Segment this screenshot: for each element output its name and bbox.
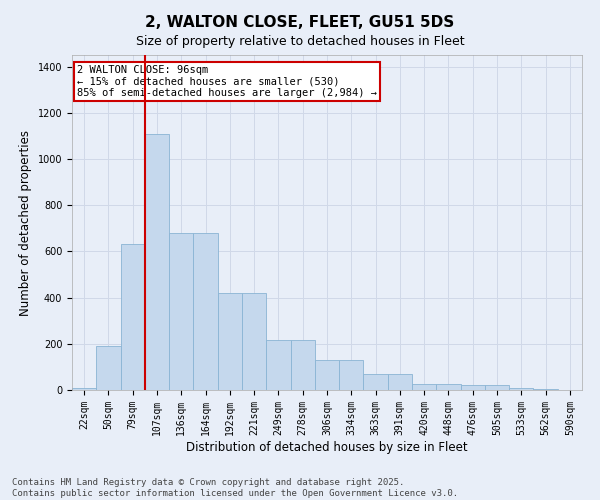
Bar (72, 388, 96, 390)
Bar (218, 293, 242, 390)
Bar (388, 374, 412, 390)
Text: Size of property relative to detached houses in Fleet: Size of property relative to detached ho… (136, 35, 464, 48)
Bar (436, 384, 461, 390)
Text: Contains HM Land Registry data © Crown copyright and database right 2025.
Contai: Contains HM Land Registry data © Crown c… (12, 478, 458, 498)
Bar (315, 360, 339, 390)
Bar (169, 233, 193, 390)
Bar (266, 340, 290, 390)
Bar (364, 374, 388, 390)
Bar (461, 386, 485, 390)
Bar (412, 384, 436, 390)
Bar (509, 388, 533, 390)
Bar (193, 233, 218, 390)
Bar (290, 340, 315, 390)
Bar (121, 244, 145, 390)
Text: 2, WALTON CLOSE, FLEET, GU51 5DS: 2, WALTON CLOSE, FLEET, GU51 5DS (145, 15, 455, 30)
Bar (485, 386, 509, 390)
Bar (339, 360, 364, 390)
Bar (145, 134, 169, 390)
X-axis label: Distribution of detached houses by size in Fleet: Distribution of detached houses by size … (186, 440, 468, 454)
Bar (96, 346, 121, 390)
Y-axis label: Number of detached properties: Number of detached properties (19, 130, 32, 316)
Bar (533, 389, 558, 390)
Text: 2 WALTON CLOSE: 96sqm
← 15% of detached houses are smaller (530)
85% of semi-det: 2 WALTON CLOSE: 96sqm ← 15% of detached … (77, 65, 377, 98)
Bar (242, 293, 266, 390)
